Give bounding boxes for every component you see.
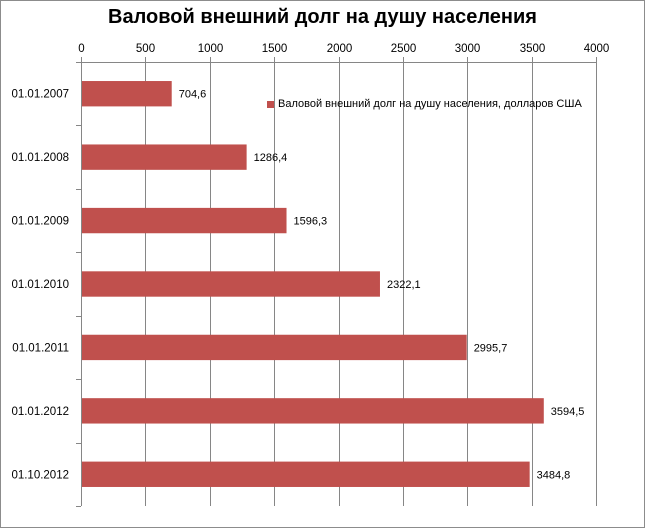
bar-1 <box>82 144 247 170</box>
x-tick-label-7: 3500 <box>520 43 546 55</box>
x-tick-label-1: 500 <box>136 43 155 55</box>
legend-swatch <box>267 100 274 108</box>
category-label-0: 01.01.2007 <box>11 89 69 101</box>
legend-label: Валовой внешний долг на душу населения, … <box>278 98 582 110</box>
x-tick-label-3: 1500 <box>262 43 288 55</box>
bar-3 <box>82 271 380 297</box>
data-label-4: 2995,7 <box>474 342 508 354</box>
x-tick-label-5: 2500 <box>391 43 417 55</box>
category-label-2: 01.01.2009 <box>11 216 69 228</box>
category-label-6: 01.10.2012 <box>11 469 69 481</box>
bar-4 <box>82 334 467 361</box>
legend: Валовой внешний долг на душу населения, … <box>267 98 582 110</box>
data-label-3: 2322,1 <box>387 279 421 291</box>
data-label-6: 3484,8 <box>537 469 571 481</box>
x-tick-label-8: 4000 <box>584 43 610 55</box>
bar-5 <box>82 398 544 424</box>
x-tick-label-2: 1000 <box>198 43 224 55</box>
data-label-2: 1596,3 <box>294 216 328 228</box>
bar-6 <box>82 461 530 487</box>
chart-title: Валовой внешний долг на душу населения <box>108 6 537 28</box>
bar-0 <box>82 81 172 107</box>
x-tick-label-6: 3000 <box>455 43 481 55</box>
data-label-1: 1286,4 <box>254 152 288 164</box>
data-label-0: 704,6 <box>179 89 207 101</box>
x-tick-label-4: 2000 <box>327 43 353 55</box>
bar-2 <box>82 207 287 234</box>
x-tick-label-0: 0 <box>78 43 84 55</box>
category-label-5: 01.01.2012 <box>11 406 69 418</box>
category-label-4: 01.01.2011 <box>12 342 69 354</box>
category-label-1: 01.01.2008 <box>11 152 69 164</box>
category-label-3: 01.01.2010 <box>11 279 69 291</box>
data-label-5: 3594,5 <box>551 406 585 418</box>
